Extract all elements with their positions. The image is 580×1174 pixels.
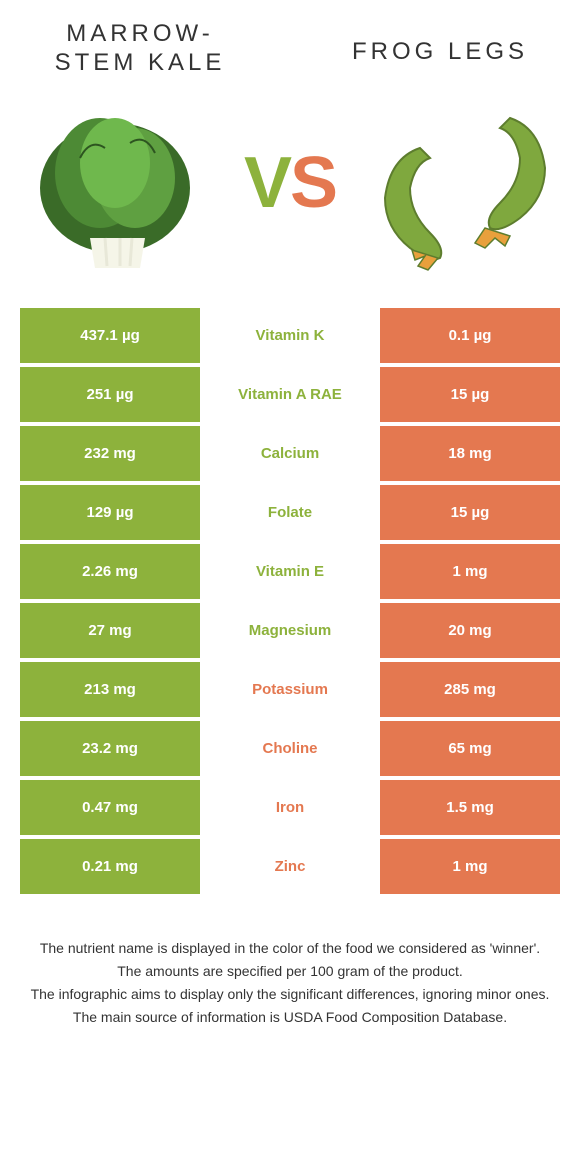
table-row: 0.21 mgZinc1 mg bbox=[20, 839, 560, 894]
footer-line: The main source of information is USDA F… bbox=[30, 1007, 550, 1028]
left-value: 0.21 mg bbox=[20, 839, 200, 894]
right-value: 285 mg bbox=[380, 662, 560, 717]
nutrient-label: Vitamin E bbox=[204, 544, 376, 599]
left-value: 2.26 mg bbox=[20, 544, 200, 599]
left-value: 232 mg bbox=[20, 426, 200, 481]
left-food-title: Marrow- stem Kale bbox=[40, 20, 240, 78]
left-value: 129 µg bbox=[20, 485, 200, 540]
left-value: 251 µg bbox=[20, 367, 200, 422]
table-row: 27 mgMagnesium20 mg bbox=[20, 603, 560, 658]
footer-line: The nutrient name is displayed in the co… bbox=[30, 938, 550, 959]
images-row: VS bbox=[0, 78, 580, 308]
header: Marrow- stem Kale Frog legs bbox=[0, 0, 580, 78]
table-row: 2.26 mgVitamin E1 mg bbox=[20, 544, 560, 599]
table-row: 251 µgVitamin A RAE15 µg bbox=[20, 367, 560, 422]
nutrient-label: Choline bbox=[204, 721, 376, 776]
nutrient-label: Folate bbox=[204, 485, 376, 540]
table-row: 0.47 mgIron1.5 mg bbox=[20, 780, 560, 835]
table-row: 232 mgCalcium18 mg bbox=[20, 426, 560, 481]
right-value: 1 mg bbox=[380, 544, 560, 599]
right-food-title: Frog legs bbox=[340, 20, 540, 78]
nutrient-label: Vitamin K bbox=[204, 308, 376, 363]
table-row: 437.1 µgVitamin K0.1 µg bbox=[20, 308, 560, 363]
table-row: 23.2 mgCholine65 mg bbox=[20, 721, 560, 776]
left-value: 437.1 µg bbox=[20, 308, 200, 363]
right-value: 18 mg bbox=[380, 426, 560, 481]
left-value: 0.47 mg bbox=[20, 780, 200, 835]
vs-s: S bbox=[290, 143, 336, 223]
nutrient-label: Potassium bbox=[204, 662, 376, 717]
right-value: 0.1 µg bbox=[380, 308, 560, 363]
right-value: 15 µg bbox=[380, 485, 560, 540]
left-value: 213 mg bbox=[20, 662, 200, 717]
right-value: 1 mg bbox=[380, 839, 560, 894]
footer-notes: The nutrient name is displayed in the co… bbox=[0, 898, 580, 1028]
kale-image bbox=[20, 88, 210, 278]
table-row: 129 µgFolate15 µg bbox=[20, 485, 560, 540]
frog-legs-image bbox=[370, 88, 560, 278]
right-value: 20 mg bbox=[380, 603, 560, 658]
nutrient-label: Calcium bbox=[204, 426, 376, 481]
comparison-table: 437.1 µgVitamin K0.1 µg251 µgVitamin A R… bbox=[20, 308, 560, 894]
left-value: 27 mg bbox=[20, 603, 200, 658]
left-value: 23.2 mg bbox=[20, 721, 200, 776]
table-row: 213 mgPotassium285 mg bbox=[20, 662, 560, 717]
footer-line: The infographic aims to display only the… bbox=[30, 984, 550, 1005]
vs-v: V bbox=[244, 143, 290, 223]
footer-line: The amounts are specified per 100 gram o… bbox=[30, 961, 550, 982]
right-value: 15 µg bbox=[380, 367, 560, 422]
nutrient-label: Iron bbox=[204, 780, 376, 835]
nutrient-label: Magnesium bbox=[204, 603, 376, 658]
nutrient-label: Vitamin A RAE bbox=[204, 367, 376, 422]
nutrient-label: Zinc bbox=[204, 839, 376, 894]
right-value: 65 mg bbox=[380, 721, 560, 776]
right-value: 1.5 mg bbox=[380, 780, 560, 835]
vs-label: VS bbox=[244, 142, 336, 224]
